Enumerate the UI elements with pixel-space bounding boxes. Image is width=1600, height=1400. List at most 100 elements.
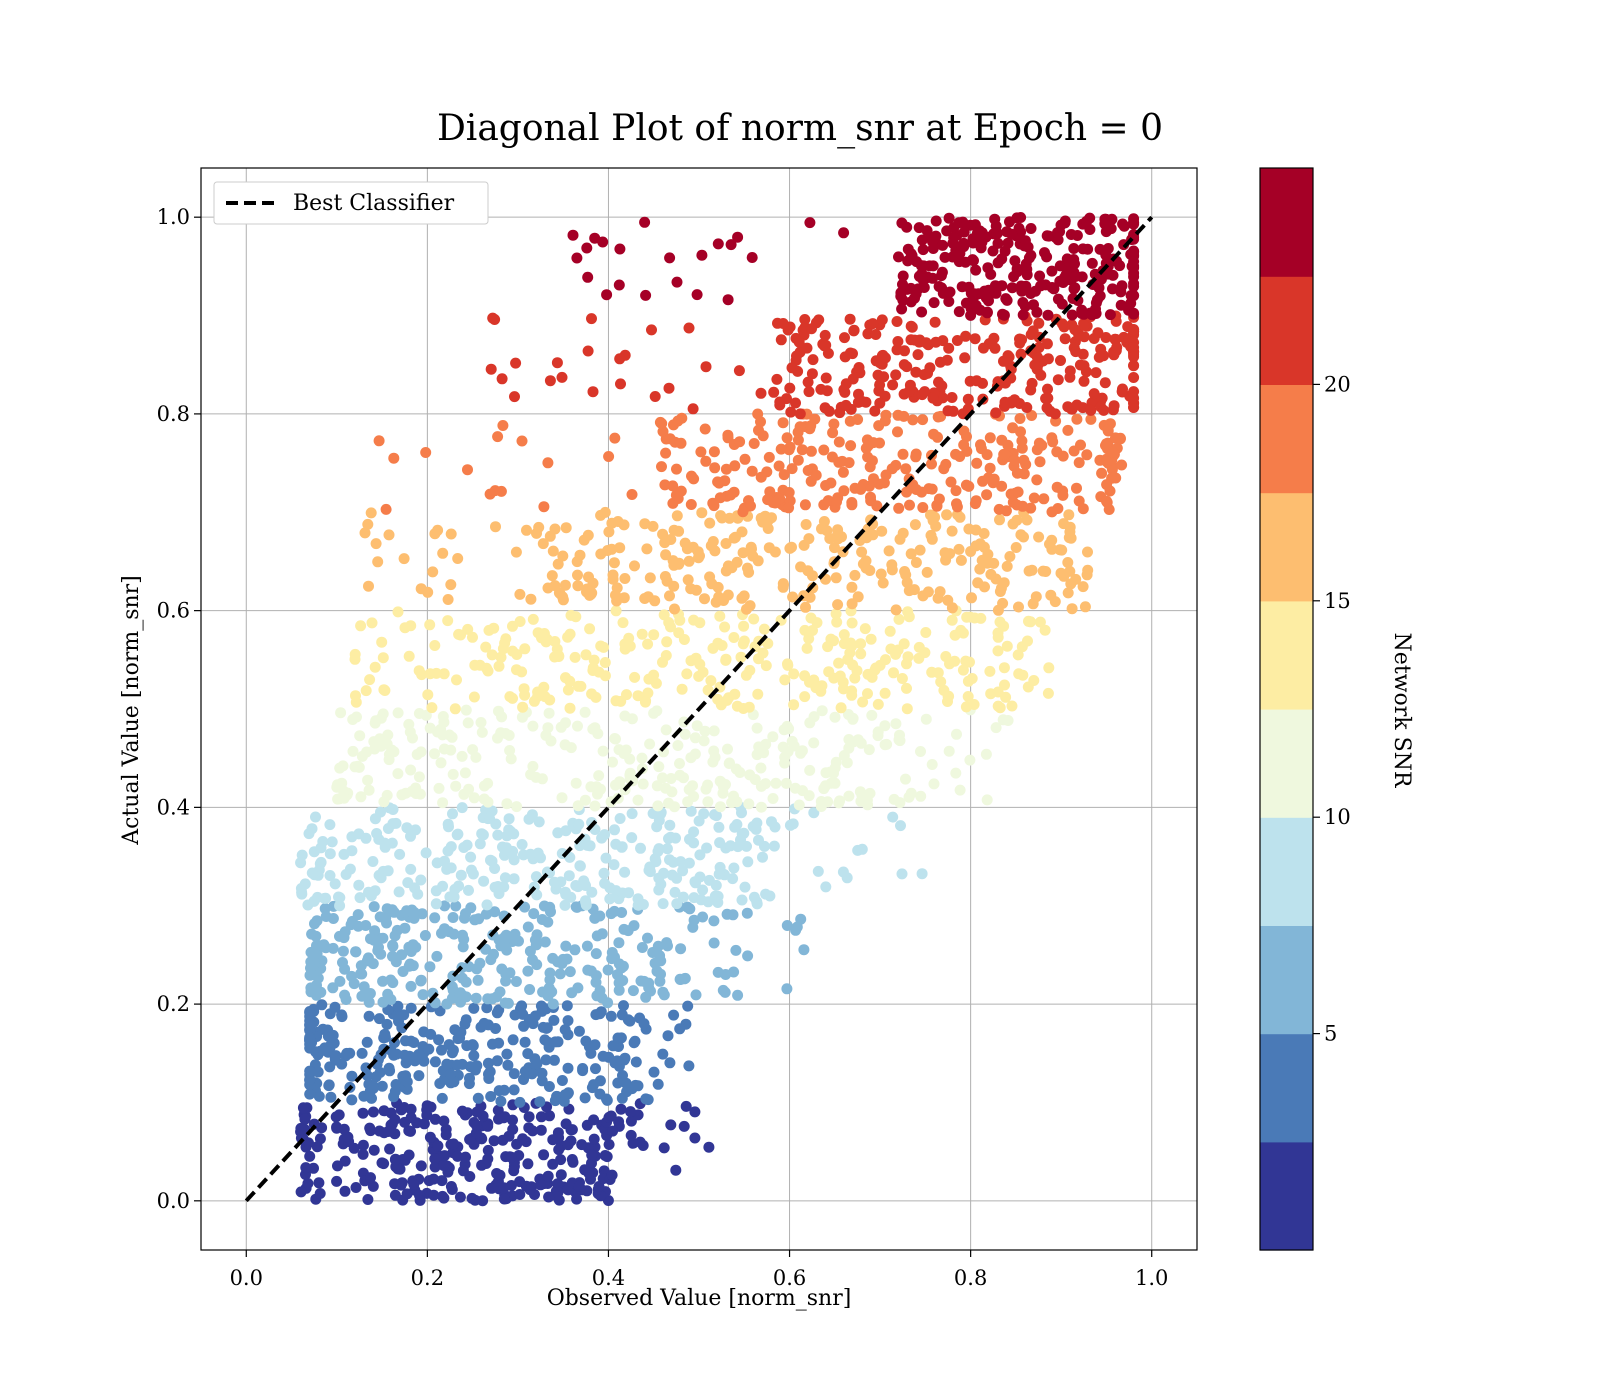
scatter-point	[660, 782, 672, 794]
scatter-point	[315, 842, 327, 854]
scatter-point	[998, 662, 1010, 674]
scatter-point	[377, 975, 389, 987]
scatter-point	[661, 636, 673, 648]
scatter-point	[608, 557, 620, 569]
scatter-point	[992, 645, 1004, 657]
scatter-point	[545, 906, 556, 918]
scatter-point	[755, 512, 767, 524]
scatter-point	[680, 1100, 692, 1112]
scatter-point	[927, 392, 939, 404]
scatter-point	[579, 878, 591, 890]
scatter-point	[781, 920, 793, 931]
scatter-point	[751, 722, 763, 734]
scatter-point	[599, 506, 611, 518]
scatter-point	[962, 393, 974, 405]
scatter-point	[569, 944, 581, 956]
scatter-point	[339, 1185, 351, 1197]
scatter-point	[678, 1120, 690, 1132]
scatter-point	[352, 920, 364, 932]
scatter-point	[639, 696, 651, 708]
scatter-point	[930, 230, 942, 242]
scatter-point	[932, 592, 944, 604]
scatter-point	[818, 444, 830, 456]
scatter-point	[413, 1049, 425, 1060]
scatter-point	[560, 672, 571, 684]
scatter-point	[527, 720, 539, 732]
scatter-point	[1101, 495, 1112, 507]
scatter-point	[857, 696, 869, 708]
scatter-point	[971, 375, 983, 387]
scatter-point	[304, 1007, 316, 1019]
scatter-point	[590, 691, 602, 703]
scatter-point	[381, 1018, 393, 1030]
scatter-point	[755, 387, 767, 399]
scatter-point	[584, 587, 596, 599]
scatter-point	[746, 252, 758, 263]
scatter-point	[709, 751, 721, 763]
scatter-point	[626, 808, 638, 820]
scatter-point	[394, 848, 406, 860]
x-tick-label: 0.4	[592, 1266, 625, 1290]
scatter-point	[553, 650, 565, 662]
scatter-point	[436, 1044, 447, 1056]
scatter-point	[421, 1100, 433, 1112]
scatter-point	[464, 1134, 476, 1145]
scatter-point	[561, 1000, 573, 1012]
scatter-point	[630, 1079, 641, 1091]
scatter-point	[787, 818, 799, 830]
scatter-point	[544, 974, 556, 986]
scatter-point	[722, 432, 734, 444]
scatter-point	[497, 1134, 509, 1146]
scatter-point	[543, 982, 555, 994]
scatter-point	[981, 794, 993, 806]
scatter-point	[543, 707, 555, 719]
scatter-point	[614, 243, 626, 255]
scatter-point	[907, 414, 919, 426]
scatter-point	[1041, 230, 1053, 242]
scatter-point	[410, 824, 421, 836]
scatter-point	[886, 463, 898, 475]
scatter-point	[783, 502, 795, 514]
colorbar-tick-label: 20	[1324, 372, 1351, 396]
scatter-point	[498, 1084, 510, 1096]
scatter-point	[660, 447, 672, 459]
scatter-point	[368, 1144, 380, 1156]
scatter-point	[523, 1111, 535, 1123]
scatter-point	[871, 500, 883, 512]
scatter-point	[657, 528, 669, 540]
scatter-point	[438, 668, 450, 680]
scatter-point	[745, 541, 757, 553]
scatter-point	[1128, 271, 1140, 283]
scatter-point	[538, 501, 550, 513]
scatter-point	[389, 1178, 401, 1190]
scatter-point	[865, 633, 877, 645]
scatter-point	[447, 912, 459, 923]
scatter-point	[571, 1193, 583, 1205]
scatter-point	[607, 1040, 619, 1052]
scatter-point	[319, 892, 331, 904]
scatter-point	[569, 651, 581, 663]
scatter-point	[514, 1176, 526, 1188]
scatter-point	[460, 1151, 471, 1163]
scatter-point	[1040, 566, 1052, 577]
scatter-point	[768, 386, 780, 398]
scatter-point	[1117, 218, 1129, 230]
scatter-point	[547, 545, 559, 557]
scatter-point	[1128, 245, 1140, 257]
scatter-point	[317, 1044, 329, 1056]
scatter-point	[920, 627, 932, 638]
scatter-point	[683, 555, 695, 567]
scatter-point	[1012, 649, 1024, 661]
scatter-point	[1006, 282, 1018, 294]
scatter-point	[665, 621, 676, 633]
scatter-point	[642, 687, 654, 699]
scatter-point	[471, 1106, 483, 1118]
scatter-point	[508, 873, 520, 885]
scatter-point	[879, 415, 891, 427]
scatter-point	[967, 254, 979, 266]
scatter-point	[792, 454, 804, 466]
scatter-point	[1062, 557, 1074, 568]
scatter-point	[1070, 346, 1082, 358]
scatter-point	[439, 855, 450, 867]
scatter-point	[352, 909, 364, 921]
